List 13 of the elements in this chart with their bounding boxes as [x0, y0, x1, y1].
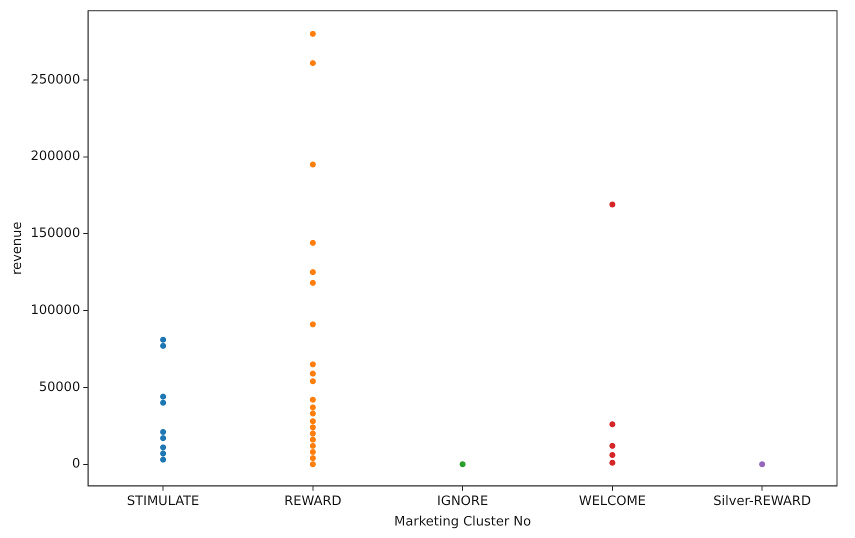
- y-tick-label: 0: [72, 456, 80, 472]
- x-tick-label: Silver-REWARD: [713, 494, 811, 509]
- x-tick-label: IGNORE: [437, 494, 488, 509]
- x-axis-title: Marketing Cluster No: [394, 514, 532, 530]
- x-tick-label: REWARD: [284, 494, 342, 509]
- y-tick-label: 250000: [30, 72, 80, 88]
- x-tick-label: WELCOME: [578, 494, 646, 509]
- y-tick-label: 50000: [38, 380, 80, 395]
- y-tick-label: 150000: [30, 226, 80, 242]
- y-axis-title: revenue: [10, 222, 26, 275]
- y-tick-label: 100000: [30, 302, 80, 318]
- x-tick-label: STIMULATE: [126, 494, 200, 509]
- y-tick-label: 200000: [30, 149, 80, 164]
